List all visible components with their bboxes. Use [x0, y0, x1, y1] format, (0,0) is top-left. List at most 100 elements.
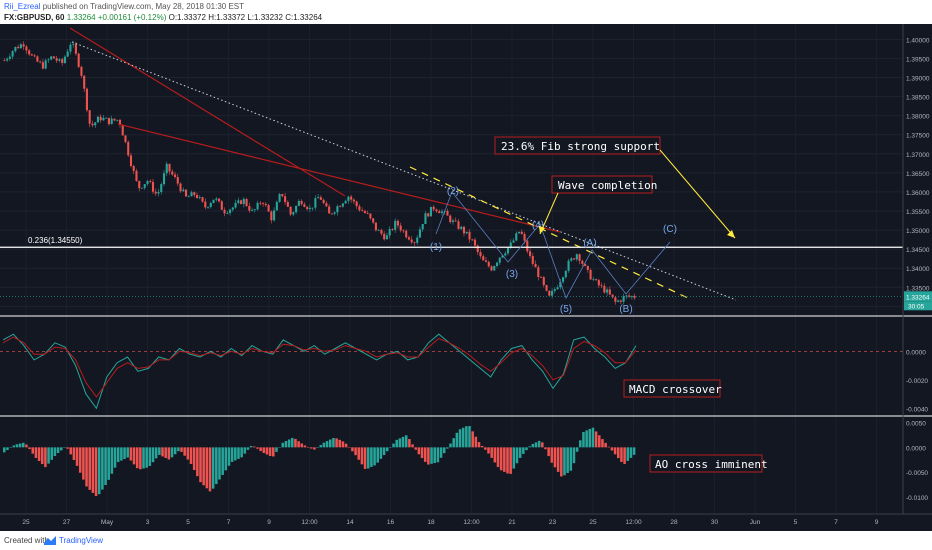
time-tick: 12:00 [463, 519, 480, 526]
candle [465, 231, 468, 235]
ao-bar [503, 447, 506, 472]
candle [275, 200, 278, 211]
wave-label[interactable]: (B) [619, 304, 632, 315]
wave-label[interactable]: (3) [506, 269, 518, 280]
candle [578, 253, 581, 265]
ao-pane[interactable] [3, 426, 636, 496]
ao-bar [85, 447, 88, 487]
wave-label[interactable]: (2) [447, 186, 459, 197]
candle [50, 55, 53, 61]
ao-bar [493, 447, 497, 463]
candle [396, 219, 399, 229]
ao-bar [180, 447, 183, 452]
ao-bar [25, 444, 28, 448]
candle [608, 286, 611, 296]
ao-bar [363, 447, 367, 469]
annotation-macd[interactable]: MACD crossover [623, 379, 722, 398]
ao-bar [572, 447, 576, 464]
candle [22, 41, 25, 50]
ao-tick: 0.0050 [906, 420, 926, 427]
candle [520, 229, 523, 235]
macd-series-line [2, 336, 637, 398]
candle [25, 44, 28, 54]
tradingview-brand[interactable]: TradingView [59, 536, 104, 545]
symbol-label: FX:GBPUSD, 60 [4, 13, 65, 22]
annotation-wave-completion[interactable]: Wave completion [551, 175, 657, 194]
annotation-ao[interactable]: AO cross imminent [649, 454, 768, 473]
ao-bar [566, 447, 569, 473]
trend-line[interactable] [117, 123, 561, 233]
candle [96, 115, 99, 123]
elliott-wave-path[interactable] [435, 191, 671, 299]
ao-bar [97, 447, 101, 495]
candle [575, 253, 578, 262]
high-value: H:1.33372 [208, 13, 246, 22]
candle [424, 211, 427, 225]
ao-bar [44, 447, 47, 468]
candle [146, 179, 149, 186]
wave-label[interactable]: (5) [560, 304, 572, 315]
ao-bar [75, 447, 79, 466]
ao-bar [107, 447, 110, 480]
candle [264, 202, 267, 207]
candle [99, 114, 102, 123]
candle [528, 248, 532, 259]
time-tick: 18 [427, 519, 435, 526]
ao-bar [3, 447, 6, 453]
candle [377, 228, 380, 231]
ao-bar [351, 447, 354, 452]
ao-bar [563, 447, 566, 476]
arrow-to-wave [539, 192, 559, 235]
candle [129, 152, 133, 168]
wave-label[interactable]: (1) [430, 242, 442, 253]
ao-bar [94, 447, 98, 496]
ao-bar [145, 447, 148, 468]
candle [435, 208, 438, 213]
dotted-trend-line[interactable] [71, 41, 737, 301]
candle [240, 199, 243, 205]
annotation-fib-support[interactable]: 23.6% Fib strong support [494, 136, 661, 155]
macd-tick: 0.0000 [906, 349, 926, 356]
price-pane[interactable]: (1) (2) (3) (4) (5) (A) (B) (C) [0, 27, 903, 315]
candle [41, 59, 44, 70]
candle [440, 209, 444, 216]
candle [311, 207, 314, 211]
ao-bar [496, 447, 500, 468]
candle [454, 217, 457, 223]
candle [184, 189, 188, 198]
wave-label[interactable]: (C) [663, 224, 677, 235]
ao-bar [224, 447, 228, 471]
wave-label[interactable]: (A) [583, 238, 596, 249]
candle [451, 218, 455, 225]
candle [314, 195, 317, 211]
candle [407, 235, 410, 241]
ao-bar [268, 447, 272, 457]
candle [633, 293, 636, 300]
ao-bar [446, 447, 449, 449]
candle [383, 231, 386, 241]
ao-bar [370, 447, 373, 467]
ao-bar [544, 447, 547, 450]
macd-pane[interactable] [0, 333, 903, 410]
ao-bar [265, 447, 269, 455]
candle [206, 206, 210, 210]
ao-bar [135, 447, 139, 469]
candle [253, 208, 256, 213]
candle [484, 257, 488, 263]
candle [85, 87, 88, 113]
candle [6, 57, 9, 63]
time-tick: 12:00 [625, 519, 642, 526]
wave-label[interactable]: (4) [532, 220, 544, 231]
macd-tick: -0.0020 [906, 378, 928, 385]
candle [597, 278, 600, 289]
candle [619, 299, 622, 305]
candle [209, 201, 212, 209]
trading-chart[interactable]: (1)(2)(3)(4)(5)(A)(B)(C) 1.400001.395001… [0, 24, 932, 531]
ao-bar [354, 447, 357, 456]
candle [595, 278, 598, 281]
ao-bar [192, 447, 196, 471]
candle [251, 207, 254, 212]
ao-bar [610, 447, 614, 451]
author-link[interactable]: Rii_Ezreal [4, 2, 41, 11]
ao-bar [164, 447, 167, 458]
